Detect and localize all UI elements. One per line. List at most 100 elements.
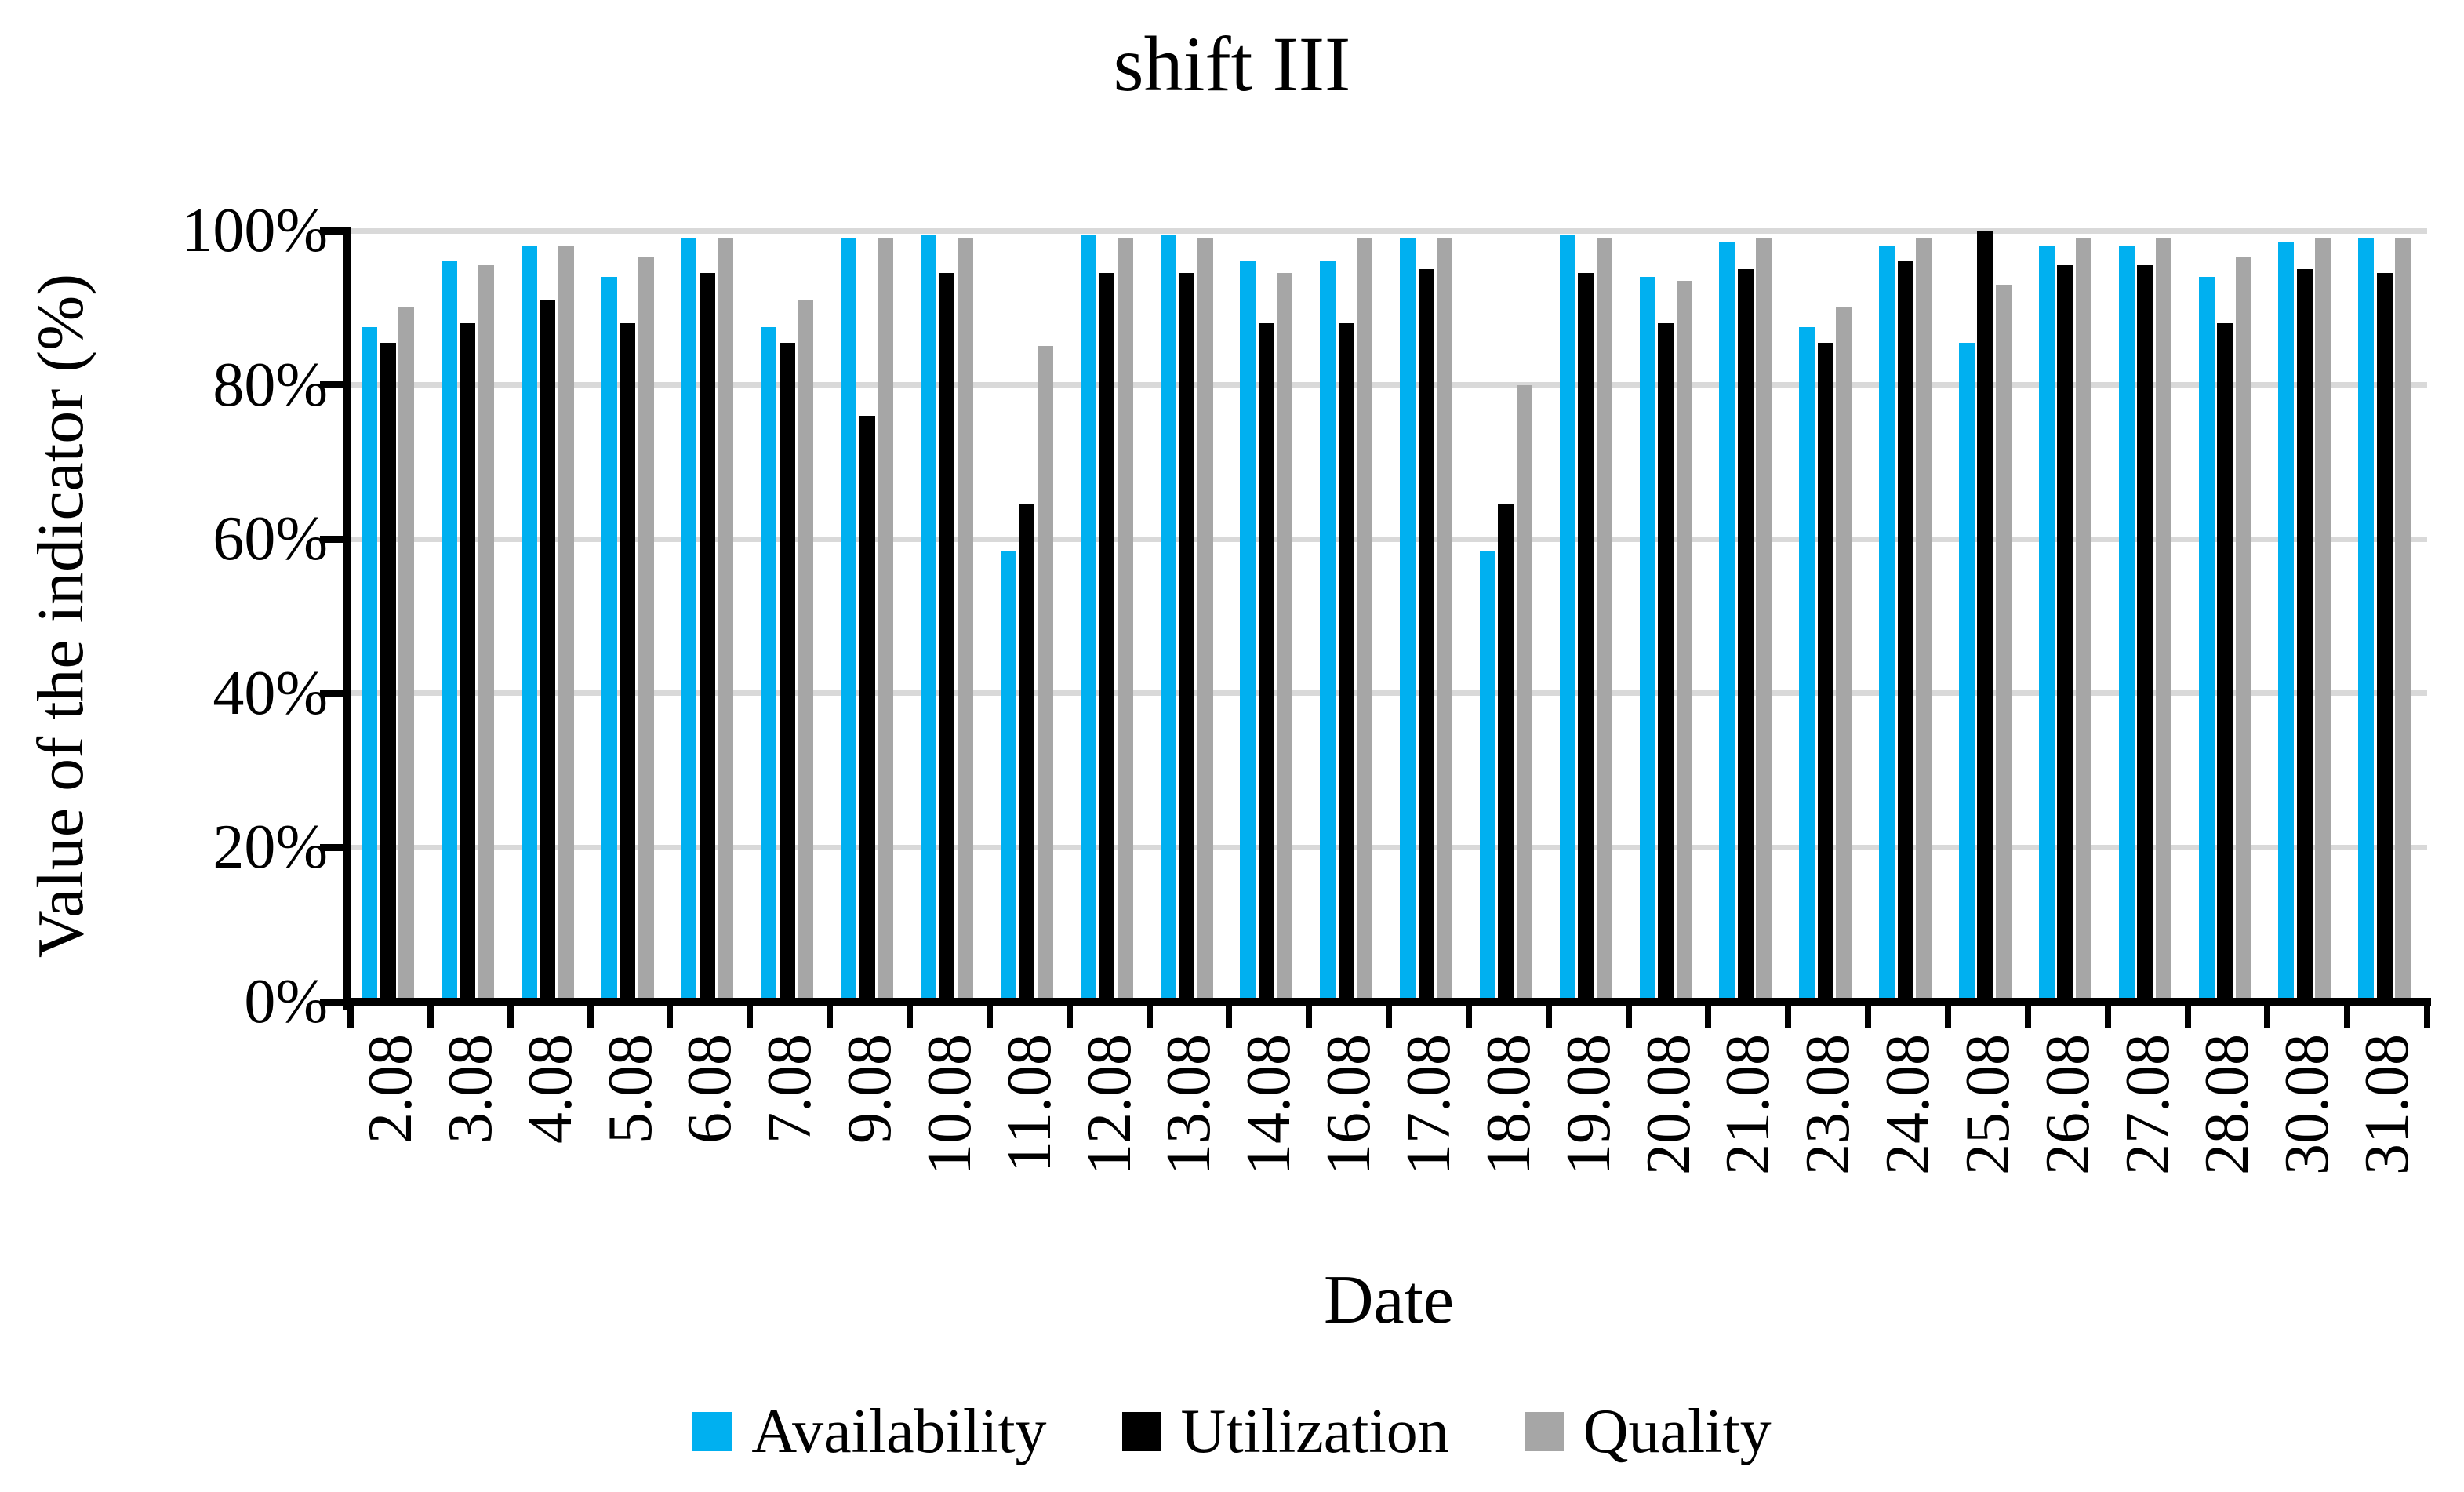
bar-quality-31.08	[2395, 238, 2411, 1002]
x-tick-22	[2104, 998, 2111, 1028]
x-tick-label-4.08: 4.08	[515, 1034, 585, 1144]
bar-quality-23.08	[1836, 307, 1852, 1002]
x-tick-11	[1226, 998, 1233, 1028]
x-tick-21	[2024, 998, 2031, 1028]
y-tick-label-0: 0%	[244, 967, 328, 1036]
legend-label-utilization: Utilization	[1180, 1397, 1449, 1466]
chart-title: shift III	[1113, 20, 1351, 107]
x-axis-title: Date	[1323, 1262, 1455, 1338]
bar-availability-31.08	[2358, 238, 2375, 1002]
x-tick-label-24.08: 24.08	[1873, 1034, 1942, 1175]
x-tick-label-20.08: 20.08	[1634, 1034, 1703, 1175]
bar-quality-26.08	[2075, 238, 2091, 1002]
x-tick-17	[1705, 998, 1712, 1028]
bar-utilization-4.08	[540, 300, 556, 1002]
bar-utilization-12.08	[1099, 273, 1115, 1002]
x-tick-23	[2184, 998, 2191, 1028]
bar-quality-27.08	[2155, 238, 2171, 1002]
x-tick-label-3.08: 3.08	[435, 1034, 505, 1144]
y-tick-20	[320, 843, 351, 851]
bar-utilization-21.08	[1737, 269, 1754, 1002]
bar-utilization-30.08	[2296, 269, 2313, 1002]
bar-quality-6.08	[718, 238, 734, 1002]
bar-utilization-6.08	[699, 273, 715, 1002]
x-tick-12	[1306, 998, 1313, 1028]
legend-item-utilization: Utilization	[1121, 1392, 1449, 1471]
y-tick-label-20: 20%	[213, 813, 328, 882]
bar-quality-18.08	[1516, 384, 1532, 1002]
bar-quality-13.08	[1197, 238, 1213, 1002]
gridline-20	[351, 844, 2427, 850]
bar-availability-26.08	[2038, 246, 2055, 1002]
x-tick-20	[1944, 998, 1951, 1028]
x-tick-label-26.08: 26.08	[2033, 1034, 2102, 1175]
bar-availability-5.08	[601, 277, 617, 1002]
legend-label-availability: Availability	[751, 1397, 1047, 1466]
x-tick-label-2.08: 2.08	[355, 1034, 425, 1144]
x-tick-label-12.08: 12.08	[1074, 1034, 1144, 1175]
bar-availability-24.08	[1879, 246, 1895, 1002]
bar-utilization-16.08	[1338, 323, 1354, 1002]
x-tick-7	[906, 998, 913, 1028]
bar-utilization-31.08	[2376, 273, 2393, 1002]
bar-quality-9.08	[878, 238, 894, 1002]
gridline-100	[351, 227, 2427, 234]
gridline-60	[351, 536, 2427, 542]
x-tick-5	[747, 998, 754, 1028]
bar-quality-3.08	[478, 265, 494, 1002]
bar-quality-21.08	[1756, 238, 1772, 1002]
bar-availability-9.08	[841, 238, 857, 1002]
bar-availability-20.08	[1639, 277, 1655, 1002]
x-tick-10	[1146, 998, 1153, 1028]
bar-quality-24.08	[1916, 238, 1932, 1002]
bar-availability-2.08	[362, 326, 377, 1002]
y-tick-60	[320, 535, 351, 543]
gridline-40	[351, 690, 2427, 697]
bar-quality-16.08	[1357, 238, 1373, 1002]
x-tick-label-19.08: 19.08	[1554, 1034, 1623, 1175]
bar-utilization-10.08	[939, 273, 955, 1002]
bar-quality-14.08	[1277, 273, 1293, 1002]
x-tick-label-13.08: 13.08	[1154, 1034, 1224, 1175]
bar-quality-25.08	[1995, 284, 2012, 1002]
bar-quality-30.08	[2315, 238, 2331, 1002]
x-tick-label-27.08: 27.08	[2113, 1034, 2182, 1175]
bar-quality-2.08	[398, 307, 414, 1002]
bar-utilization-28.08	[2217, 323, 2233, 1002]
x-tick-25	[2344, 998, 2351, 1028]
x-tick-label-11.08: 11.08	[994, 1034, 1064, 1174]
y-tick-0	[320, 998, 351, 1006]
x-tick-label-28.08: 28.08	[2193, 1034, 2262, 1175]
bar-utilization-20.08	[1658, 323, 1674, 1002]
y-tick-label-40: 40%	[213, 658, 328, 728]
x-tick-16	[1625, 998, 1632, 1028]
x-tick-label-7.08: 7.08	[755, 1034, 825, 1144]
bar-utilization-18.08	[1498, 504, 1514, 1002]
bar-availability-21.08	[1719, 242, 1735, 1002]
bar-utilization-23.08	[1817, 342, 1833, 1002]
x-tick-18	[1785, 998, 1792, 1028]
y-tick-40	[320, 690, 351, 697]
x-tick-24	[2264, 998, 2271, 1028]
bar-availability-19.08	[1559, 234, 1575, 1002]
x-tick-9	[1066, 998, 1073, 1028]
bar-availability-17.08	[1400, 238, 1416, 1002]
x-tick-label-21.08: 21.08	[1714, 1034, 1783, 1175]
y-tick-label-100: 100%	[181, 196, 328, 265]
bar-utilization-17.08	[1418, 269, 1434, 1002]
x-tick-26	[2424, 998, 2430, 1028]
bar-utilization-19.08	[1578, 273, 1594, 1002]
x-tick-label-25.08: 25.08	[1953, 1034, 2022, 1175]
bar-availability-6.08	[681, 238, 697, 1002]
legend-swatch-availability	[692, 1412, 732, 1451]
y-tick-label-60: 60%	[213, 504, 328, 574]
bar-utilization-2.08	[380, 342, 396, 1002]
x-tick-15	[1545, 998, 1552, 1028]
x-tick-label-14.08: 14.08	[1234, 1034, 1304, 1175]
bar-availability-10.08	[920, 234, 936, 1002]
legend-swatch-quality	[1524, 1412, 1564, 1451]
x-tick-3	[587, 998, 594, 1028]
x-tick-label-10.08: 10.08	[914, 1034, 984, 1175]
bar-quality-28.08	[2235, 257, 2251, 1002]
